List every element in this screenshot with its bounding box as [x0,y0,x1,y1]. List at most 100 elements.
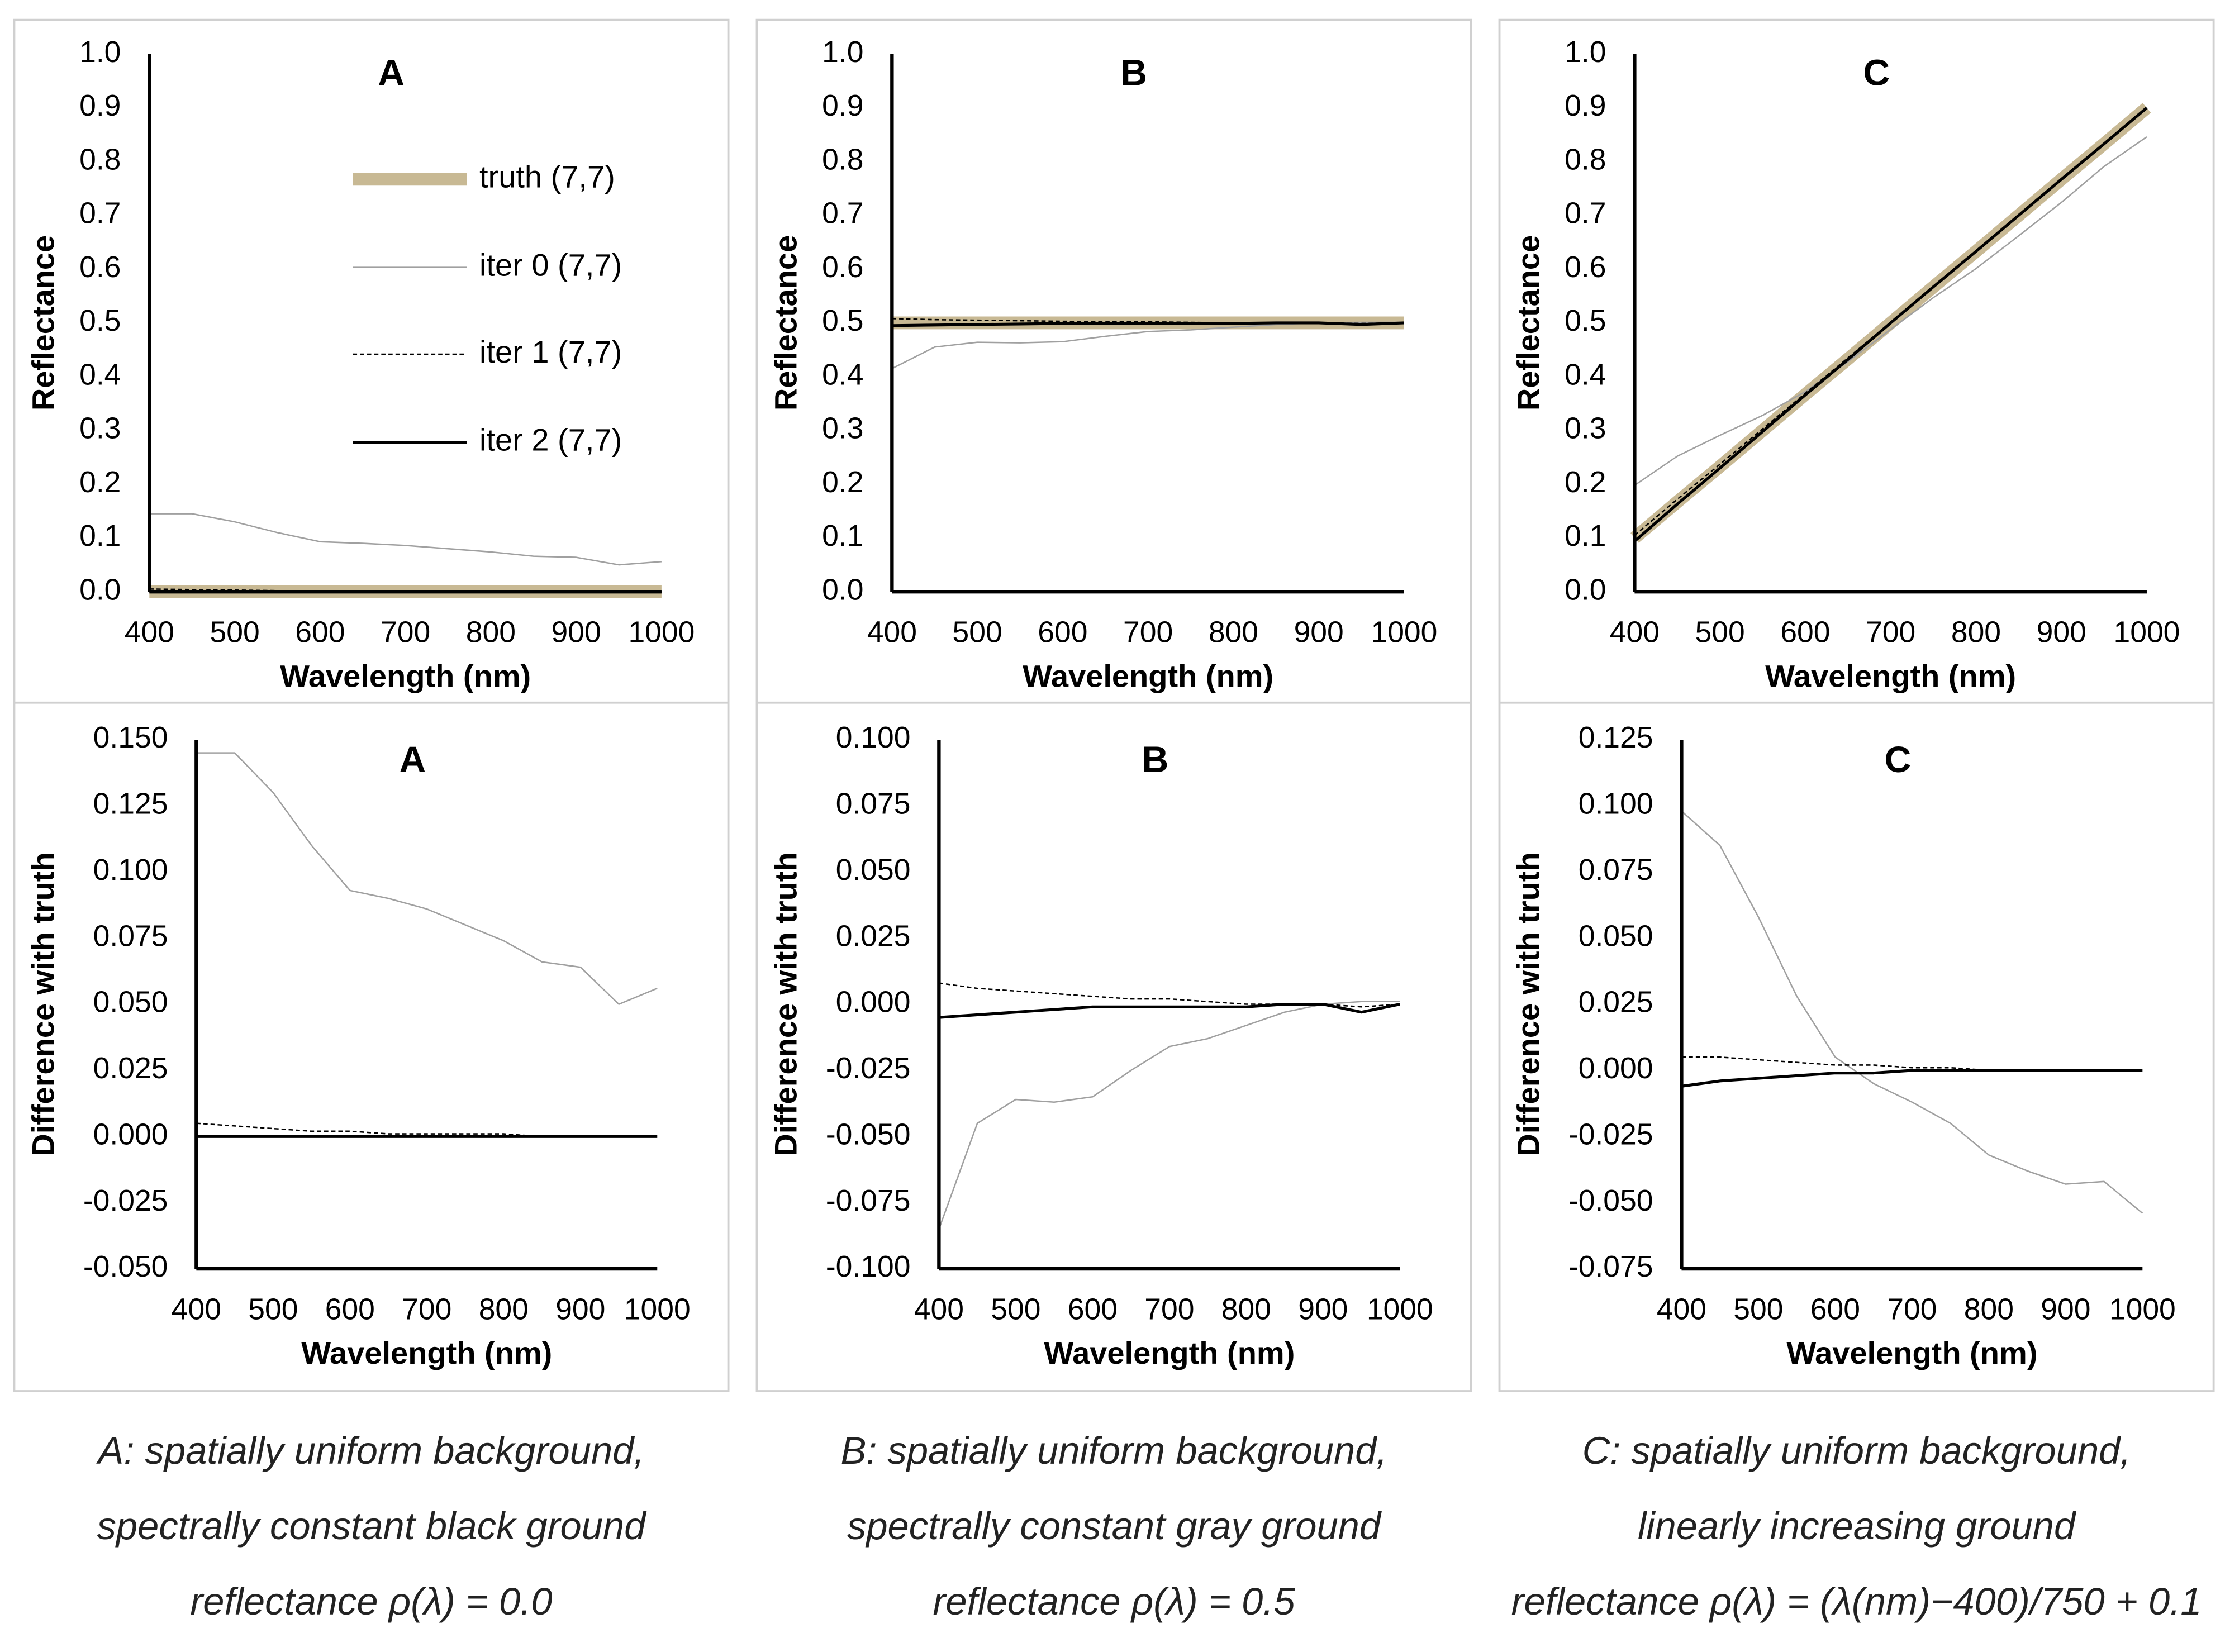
series-line [1634,136,2147,486]
y-tick-label: 0.075 [93,920,168,953]
series-line [939,1002,1400,1019]
x-tick-label: 700 [1123,616,1173,649]
y-tick-label: 0.0 [822,573,863,606]
x-tick-label: 1000 [624,1293,691,1326]
y-tick-label: 0.050 [93,986,168,1019]
y-tick-label: 0.150 [93,721,168,754]
x-tick-label: 900 [2037,616,2086,649]
chart-title: C [1885,739,1912,780]
y-tick-label: 0.4 [822,358,863,391]
series-line [1633,107,2148,542]
caption-line: reflectance ρ(λ) = 0.5 [933,1580,1295,1623]
x-axis-label: Wavelength (nm) [301,1335,552,1370]
x-tick-label: 900 [555,1293,605,1326]
x-tick-label: 500 [210,616,260,649]
y-tick-label: -0.075 [1568,1250,1653,1283]
y-tick-label: 0.9 [79,89,121,122]
caption-line: A: spatially uniform background, [96,1429,644,1472]
x-tick-label: 400 [867,616,917,649]
chart-title: A [399,739,426,780]
series-line [1681,1069,2143,1088]
x-tick-label: 800 [1964,1293,2014,1326]
series-line [149,513,662,566]
x-axis-label: Wavelength (nm) [1765,658,2016,693]
y-tick-label: 0.2 [822,466,863,499]
x-tick-label: 700 [1866,616,1915,649]
y-tick-label: 0.1 [79,520,121,553]
y-tick-label: -0.050 [83,1250,168,1283]
x-tick-label: 400 [1610,616,1660,649]
x-tick-label: 600 [325,1293,375,1326]
x-tick-label: 900 [1298,1293,1348,1326]
y-tick-label: 0.125 [93,787,168,820]
y-tick-label: 0.9 [822,89,863,122]
caption-line: C: spatially uniform background, [1582,1429,2131,1472]
y-tick-label: 0.0 [1565,573,1606,606]
y-tick-label: 0.5 [822,304,863,337]
x-tick-label: 700 [402,1293,451,1326]
y-axis-label: Difference with truth [1510,852,1546,1156]
y-tick-label: 0.100 [93,854,168,887]
y-tick-label: 0.000 [93,1118,168,1151]
y-tick-label: 0.000 [1579,1052,1653,1085]
x-tick-label: 1000 [628,616,695,649]
x-axis-label: Wavelength (nm) [1023,658,1273,693]
legend-label: iter 2 (7,7) [479,422,622,458]
y-tick-label: 0.100 [1579,787,1653,820]
x-tick-label: 800 [479,1293,529,1326]
series-line [1681,810,2143,1214]
x-tick-label: 1000 [2109,1293,2176,1326]
x-tick-label: 500 [1695,616,1745,649]
x-tick-label: 900 [1294,616,1344,649]
x-tick-label: 700 [1144,1293,1194,1326]
caption-line: reflectance ρ(λ) = (λ(nm)−400)/750 + 0.1 [1511,1580,2202,1623]
y-tick-label: 0.050 [1579,920,1653,953]
x-tick-label: 600 [1038,616,1087,649]
y-tick-label: 0.2 [1565,466,1606,499]
y-tick-label: 0.6 [822,251,863,284]
x-tick-label: 400 [914,1293,964,1326]
x-tick-label: 800 [1951,616,2001,649]
y-tick-label: 0.4 [79,358,121,391]
series-line [938,1001,1400,1230]
x-tick-label: 600 [1068,1293,1118,1326]
y-axis-label: Reflectance [768,235,803,411]
caption-line: spectrally constant gray ground [847,1505,1382,1548]
legend-label: iter 0 (7,7) [479,247,622,282]
y-tick-label: 0.8 [79,143,121,176]
x-tick-label: 600 [1780,616,1830,649]
y-tick-label: -0.050 [1568,1184,1653,1217]
x-tick-label: 1000 [1367,1293,1433,1326]
chart-title: A [378,52,405,93]
caption-line: spectrally constant black ground [97,1505,648,1548]
y-tick-label: -0.100 [826,1250,911,1283]
y-axis-label: Difference with truth [25,852,60,1156]
chart-title: B [1142,739,1168,780]
x-tick-label: 500 [991,1293,1040,1326]
legend-label: truth (7,7) [479,159,615,194]
series-line [892,321,1405,327]
y-tick-label: -0.025 [83,1184,168,1217]
y-tick-label: 0.5 [79,304,121,337]
x-tick-label: 500 [248,1293,298,1326]
y-tick-label: 0.5 [1565,304,1606,337]
x-tick-label: 700 [381,616,430,649]
x-tick-label: 400 [172,1293,221,1326]
y-tick-label: 0.025 [836,920,911,953]
y-tick-label: 1.0 [1565,36,1606,69]
chart-title: B [1120,52,1147,93]
legend-label: iter 1 (7,7) [479,334,622,369]
y-tick-label: -0.025 [826,1052,911,1085]
x-tick-label: 900 [2041,1293,2090,1326]
y-tick-label: 0.075 [1579,854,1653,887]
panel-frame [13,18,730,1392]
y-tick-label: 0.0 [79,573,121,606]
x-tick-label: 500 [953,616,1002,649]
x-tick-label: 400 [125,616,174,649]
x-axis-label: Wavelength (nm) [280,658,531,693]
series-line [196,752,658,1005]
caption-line: B: spatially uniform background, [841,1429,1387,1472]
y-tick-label: 0.025 [1579,986,1653,1019]
series-line [1681,1056,2143,1072]
y-tick-label: 0.8 [1565,143,1606,176]
